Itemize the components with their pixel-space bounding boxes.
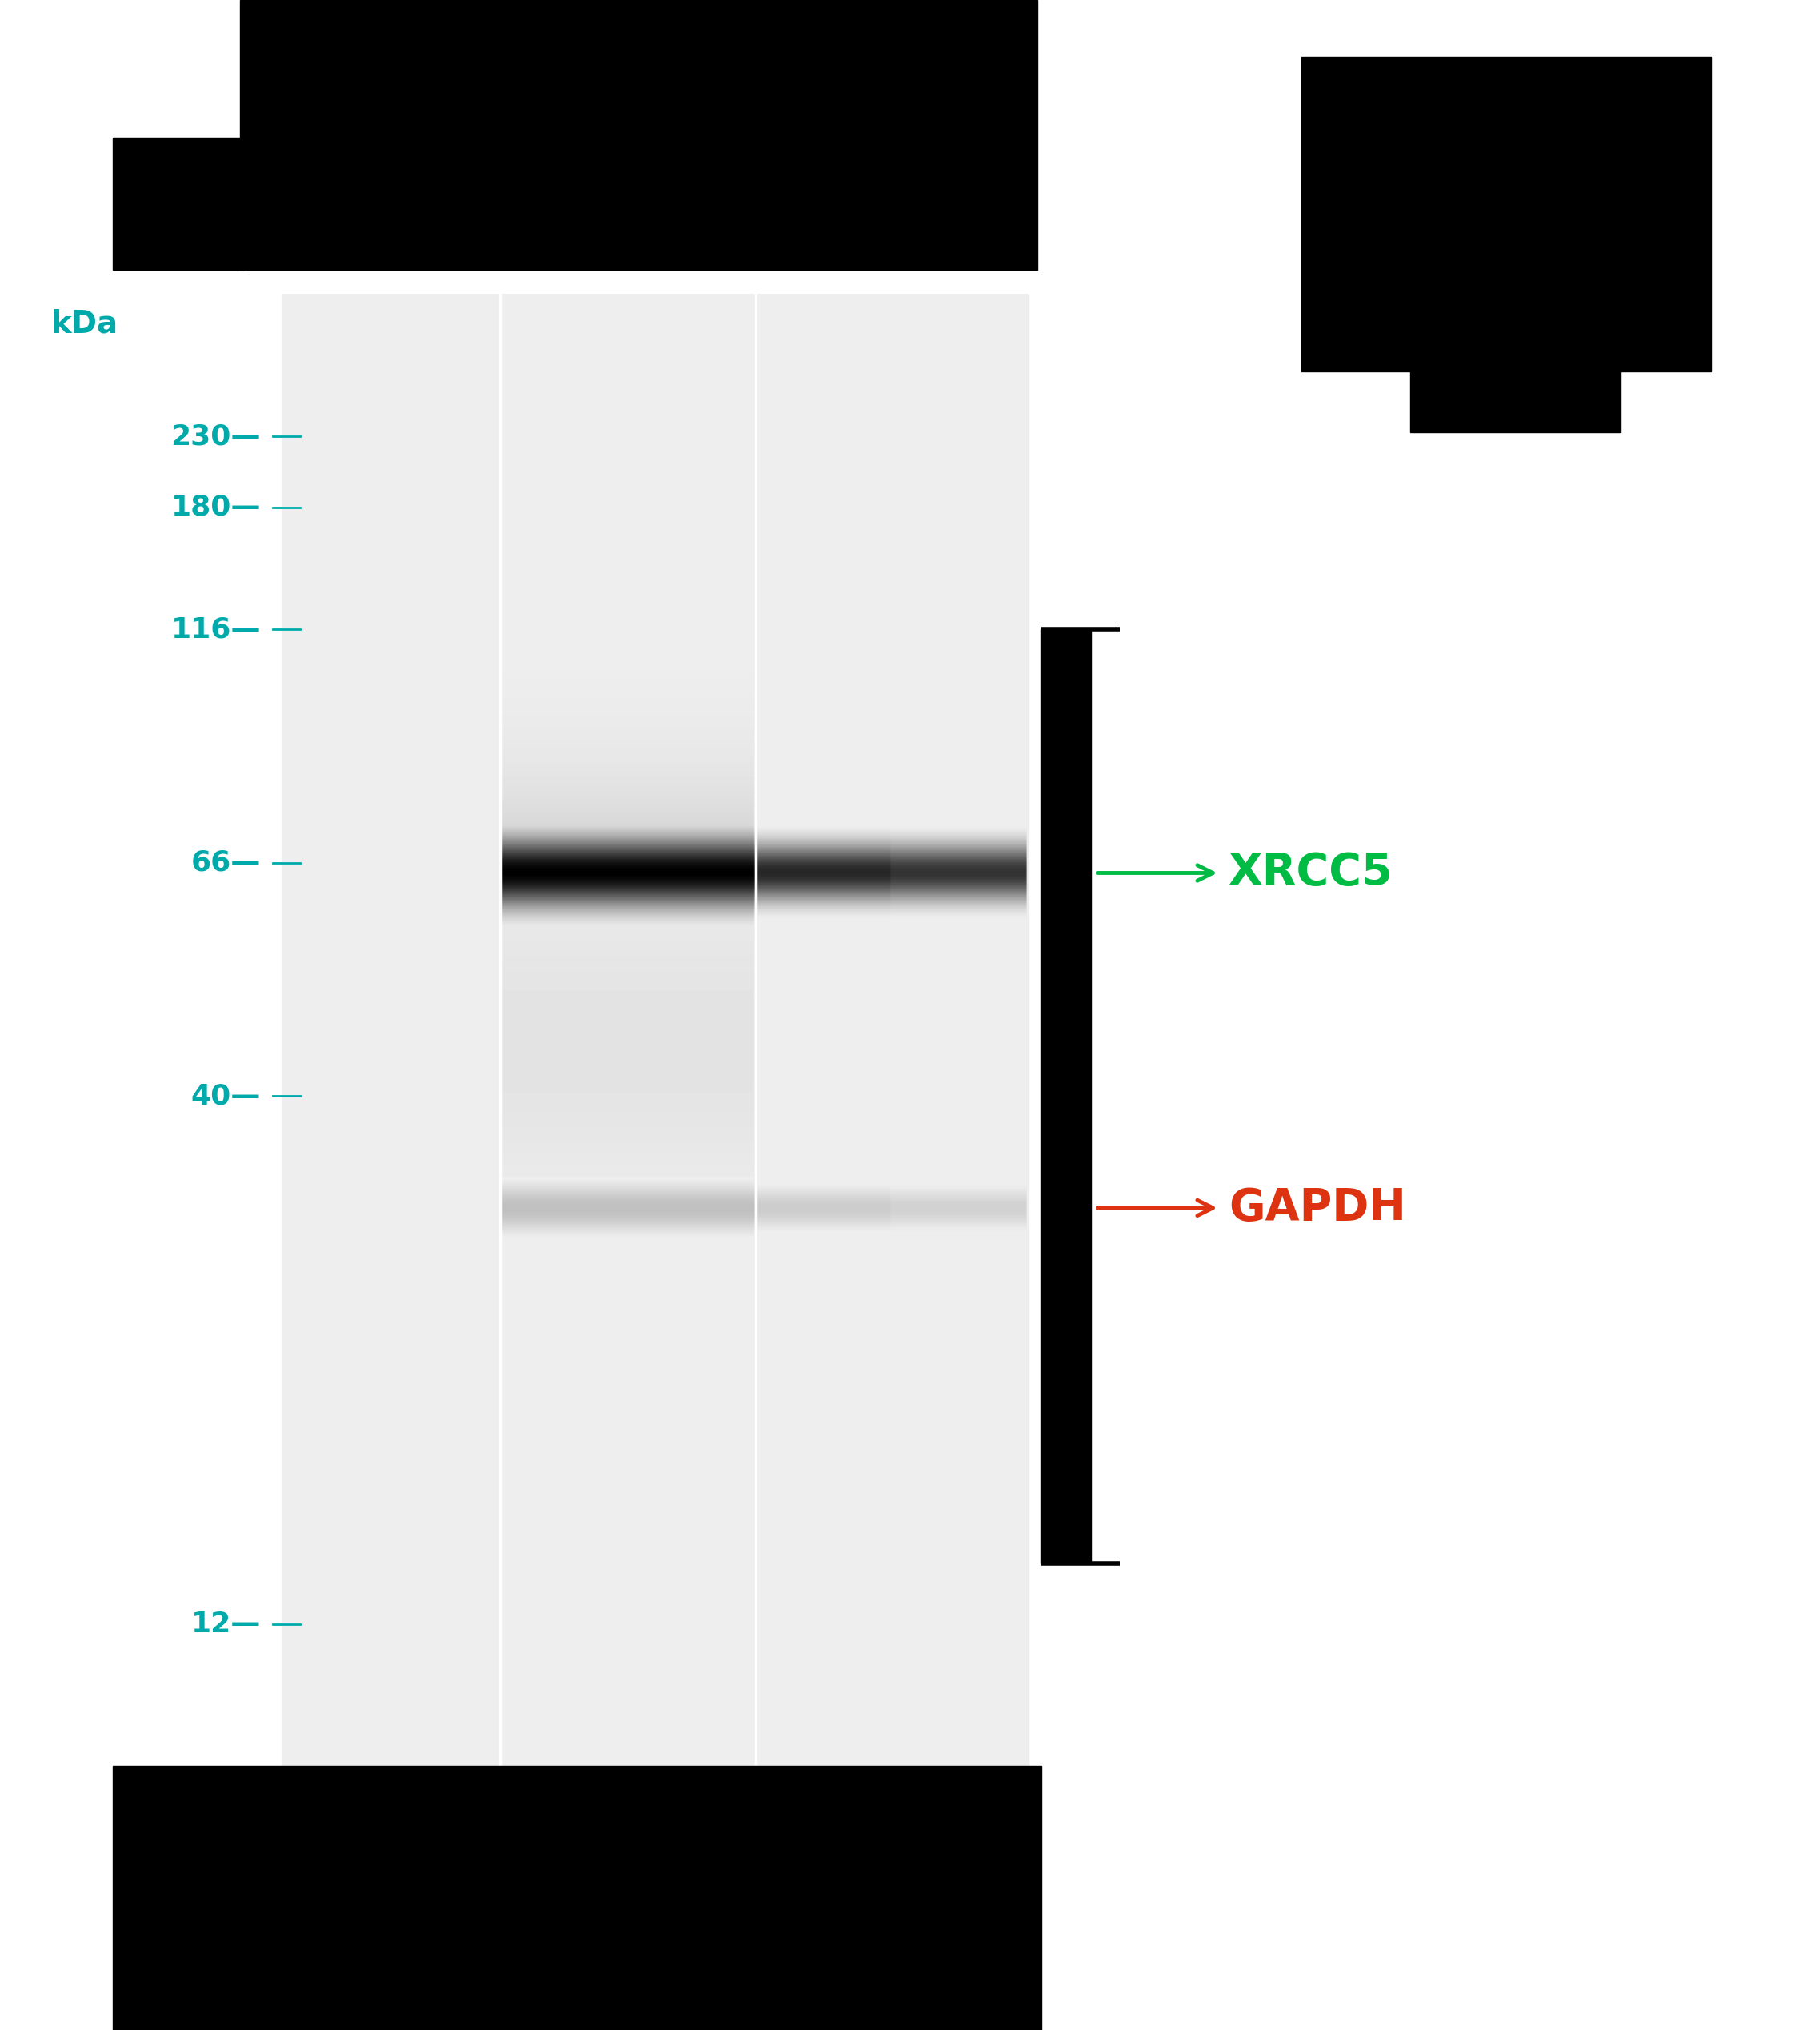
Bar [282,294,1028,1766]
Text: 40—: 40— [191,1082,260,1110]
Text: 12—: 12— [191,1610,260,1638]
Text: 66—: 66— [191,849,260,877]
Text: 180—: 180— [171,493,260,522]
Bar [113,138,244,270]
Text: GAPDH: GAPDH [1228,1186,1407,1230]
Bar [1041,629,1092,1563]
Text: XRCC5: XRCC5 [1228,851,1392,895]
Bar [1410,371,1620,432]
Bar [113,1766,1041,2030]
Bar [240,0,1037,270]
Text: 230—: 230— [171,422,260,451]
Bar [1301,57,1711,371]
Text: 116—: 116— [171,615,260,644]
Text: kDa: kDa [51,309,118,339]
